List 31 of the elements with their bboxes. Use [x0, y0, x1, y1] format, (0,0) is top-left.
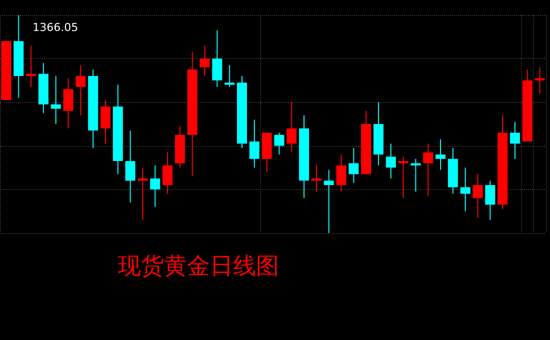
candlestick — [286, 102, 297, 153]
candlestick — [63, 78, 74, 129]
candlestick — [150, 164, 160, 208]
candlestick — [472, 174, 483, 218]
candlestick — [398, 156, 408, 199]
candlestick — [348, 147, 359, 184]
annotation: 1366.05 — [32, 21, 78, 34]
text: 现货黄金日线图 — [118, 254, 279, 280]
candlestick — [460, 167, 470, 212]
candlestick — [423, 143, 434, 196]
candlestick — [162, 152, 173, 194]
candlestick — [26, 45, 36, 88]
candlestick — [386, 143, 396, 179]
candlestick — [138, 167, 148, 220]
candlestick — [485, 180, 496, 220]
candlestick — [200, 45, 210, 77]
candlestick — [534, 66, 545, 94]
candlestick — [125, 130, 136, 203]
candlestick — [224, 64, 235, 88]
candlestick — [212, 30, 222, 88]
candlestick — [274, 132, 284, 156]
candlestick — [76, 64, 86, 116]
candlestick — [410, 158, 421, 192]
candlestick — [336, 154, 346, 192]
candlestick — [249, 119, 260, 168]
candlestick — [510, 121, 520, 160]
candlestick — [311, 164, 322, 192]
candlestick — [100, 100, 110, 144]
candlestick — [324, 169, 334, 234]
candlestick — [50, 76, 61, 124]
candlestick — [436, 138, 446, 170]
